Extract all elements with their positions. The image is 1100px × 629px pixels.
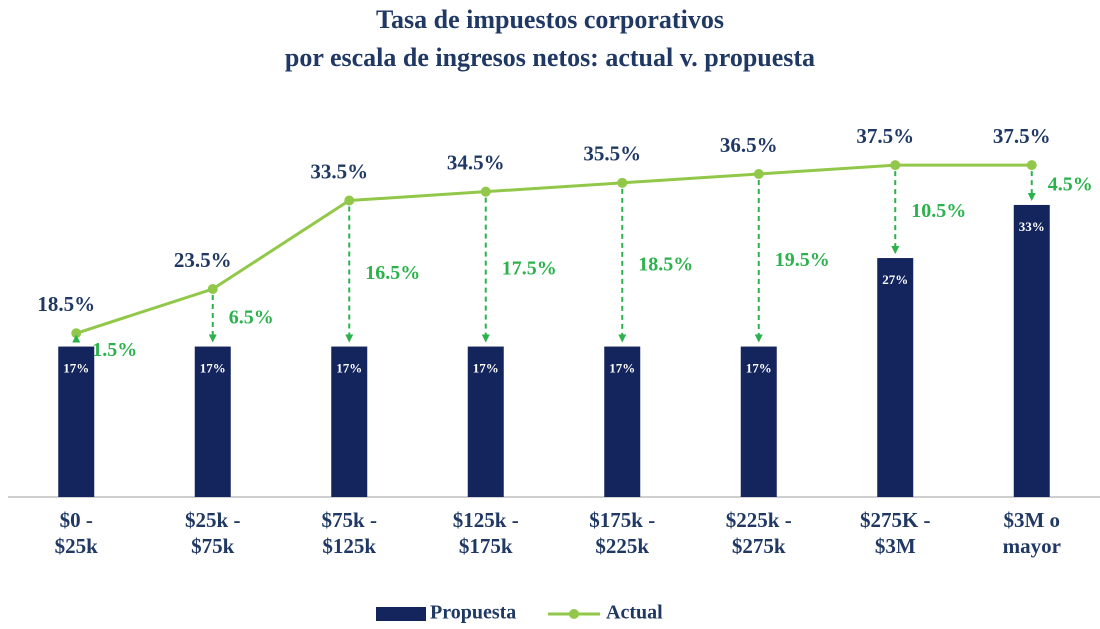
x-tick-line: $225k bbox=[595, 534, 649, 558]
bar bbox=[331, 346, 368, 497]
line-label: 23.5% bbox=[174, 248, 232, 272]
x-tick-line: $175k bbox=[459, 534, 513, 558]
x-tick-line: $225k - bbox=[726, 508, 792, 532]
x-tick-line: $175k - bbox=[589, 508, 655, 532]
x-tick-line: $0 - bbox=[60, 508, 93, 532]
x-tick-line: $3M bbox=[875, 534, 916, 558]
x-tick-line: $75k - bbox=[322, 508, 377, 532]
line-label: 37.5% bbox=[856, 124, 914, 148]
chart-title: por escala de ingresos netos: actual v. … bbox=[285, 43, 815, 72]
bar-label: 17% bbox=[336, 361, 362, 376]
line bbox=[75, 163, 1032, 335]
bar-label: 17% bbox=[746, 361, 772, 376]
difference-label: 1.5% bbox=[92, 339, 137, 361]
line-point bbox=[1026, 160, 1037, 171]
line-point bbox=[480, 186, 491, 197]
bar bbox=[740, 346, 777, 497]
line-point bbox=[890, 160, 901, 171]
x-tick-label: $175k -$225k bbox=[589, 508, 655, 558]
bar bbox=[194, 346, 231, 497]
line-label: 37.5% bbox=[993, 124, 1051, 148]
x-tick-label: $75k -$125k bbox=[322, 508, 377, 558]
x-tick-line: $25k bbox=[55, 534, 99, 558]
bar-label: 17% bbox=[609, 361, 635, 376]
legend-swatch bbox=[569, 609, 579, 619]
difference-label: 17.5% bbox=[502, 258, 557, 280]
bar-label: 17% bbox=[63, 361, 89, 376]
line-point bbox=[617, 177, 628, 188]
line-point bbox=[344, 195, 355, 206]
difference-label: 4.5% bbox=[1048, 174, 1093, 196]
bar bbox=[467, 346, 504, 497]
x-tick-label: $125k -$175k bbox=[453, 508, 519, 558]
chart-title: Tasa de impuestos corporativos bbox=[376, 5, 724, 34]
legend-label: Propuesta bbox=[430, 602, 516, 624]
x-tick-label: $0 -$25k bbox=[55, 508, 99, 558]
difference-label: 18.5% bbox=[638, 253, 693, 275]
bar-label: 17% bbox=[200, 361, 226, 376]
line-point bbox=[753, 168, 764, 179]
difference-label: 6.5% bbox=[229, 306, 274, 328]
line-label: 35.5% bbox=[583, 142, 641, 166]
legend-swatch bbox=[376, 607, 426, 621]
x-tick-label: $275K -$3M bbox=[860, 508, 931, 558]
x-tick-line: $75k bbox=[191, 534, 235, 558]
difference-label: 10.5% bbox=[911, 200, 966, 222]
x-tick-line: mayor bbox=[1003, 534, 1061, 558]
difference-label: 19.5% bbox=[775, 249, 830, 271]
bar bbox=[877, 258, 914, 497]
line-label: 18.5% bbox=[37, 292, 95, 316]
bar bbox=[604, 346, 641, 497]
line-label: 36.5% bbox=[720, 133, 778, 157]
x-tick-line: $275K - bbox=[860, 508, 931, 532]
bar bbox=[1013, 204, 1050, 497]
bar-label: 33% bbox=[1019, 219, 1045, 234]
bar bbox=[58, 346, 95, 497]
x-tick-line: $125k - bbox=[453, 508, 519, 532]
x-tick-line: $25k - bbox=[185, 508, 240, 532]
difference-label: 16.5% bbox=[365, 262, 420, 284]
bar-label: 27% bbox=[882, 272, 908, 287]
line-label: 34.5% bbox=[447, 150, 505, 174]
x-tick-line: $275k bbox=[732, 534, 786, 558]
x-tick-line: $3M o bbox=[1003, 508, 1060, 532]
line-label: 33.5% bbox=[310, 159, 368, 183]
line-point bbox=[71, 328, 82, 339]
x-tick-label: $3M o mayor bbox=[1003, 508, 1061, 558]
x-tick-line: $125k bbox=[322, 534, 376, 558]
legend-label: Actual bbox=[606, 602, 663, 624]
x-tick-label: $225k -$275k bbox=[726, 508, 792, 558]
line-point bbox=[207, 284, 218, 295]
x-tick-label: $25k -$75k bbox=[185, 508, 240, 558]
bar-label: 17% bbox=[473, 361, 499, 376]
